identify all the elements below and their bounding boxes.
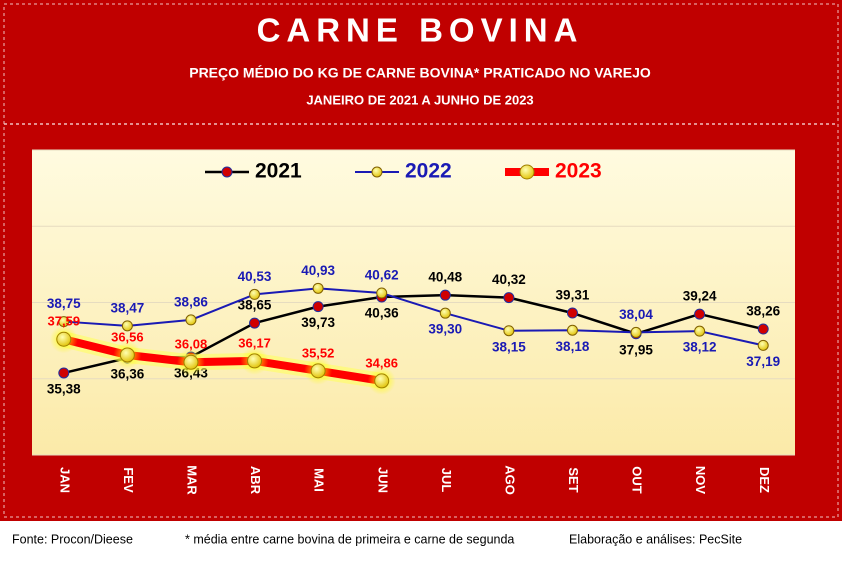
data-label: 36,17: [238, 335, 271, 350]
chart-title: CARNE BOVINA: [257, 12, 584, 49]
data-label: 38,26: [746, 304, 780, 319]
x-tick-label: AGO: [502, 465, 517, 495]
marker: [694, 325, 706, 337]
marker: [376, 287, 388, 299]
data-label: 38,12: [683, 340, 717, 355]
legend-marker: [371, 166, 383, 178]
marker: [119, 347, 135, 363]
data-label: 37,95: [619, 342, 653, 357]
marker: [503, 292, 515, 304]
marker: [56, 331, 72, 347]
data-label: 39,30: [428, 322, 462, 337]
marker: [439, 289, 451, 301]
x-tick-label: SET: [566, 467, 581, 492]
legend-label: 2023: [555, 160, 602, 183]
data-label: 36,56: [111, 329, 144, 344]
note: * média entre carne bovina de primeira e…: [185, 532, 514, 546]
legend-marker: [519, 164, 535, 180]
data-label: 40,93: [301, 263, 335, 278]
data-label: 38,18: [556, 339, 590, 354]
credit: Elaboração e análises: PecSite: [569, 532, 742, 546]
data-label: 38,75: [47, 296, 81, 311]
x-tick-label: NOV: [693, 466, 708, 495]
subtitle: PREÇO MÉDIO DO KG DE CARNE BOVINA* PRATI…: [189, 65, 651, 81]
marker: [58, 367, 70, 379]
x-tick-label: ABR: [248, 466, 263, 495]
marker: [183, 354, 199, 370]
marker: [630, 326, 642, 338]
marker: [694, 308, 706, 320]
data-label: 36,36: [110, 367, 144, 382]
x-tick-label: JAN: [57, 467, 72, 493]
data-label: 39,73: [301, 315, 335, 330]
marker: [249, 288, 261, 300]
marker: [121, 320, 133, 332]
series-line: [62, 287, 765, 347]
marker: [247, 353, 263, 369]
data-label: 37,59: [48, 314, 81, 329]
x-tick-label: JUN: [375, 467, 390, 493]
data-label: 36,08: [175, 337, 208, 352]
source: Fonte: Procon/Dieese: [12, 532, 133, 546]
data-label: 38,47: [110, 300, 144, 315]
x-tick-label: FEV: [121, 467, 136, 493]
marker: [503, 325, 515, 337]
marker: [312, 301, 324, 313]
marker: [566, 324, 578, 336]
x-tick-label: OUT: [630, 466, 645, 494]
marker: [185, 314, 197, 326]
data-label: 38,04: [619, 307, 653, 322]
marker: [566, 307, 578, 319]
period: JANEIRO DE 2021 A JUNHO DE 2023: [306, 92, 533, 107]
marker: [310, 363, 326, 379]
data-label: 39,31: [556, 288, 590, 303]
data-label: 37,19: [746, 354, 780, 369]
data-label: 39,24: [683, 289, 717, 304]
data-label: 40,62: [365, 268, 399, 283]
data-label: 35,52: [302, 345, 335, 360]
x-tick-label: MAI: [312, 468, 327, 492]
marker: [757, 323, 769, 335]
x-tick-label: MAR: [185, 465, 200, 495]
data-label: 40,53: [238, 269, 272, 284]
marker: [249, 317, 261, 329]
legend-marker: [221, 166, 233, 178]
data-label: 40,48: [428, 270, 462, 285]
data-label: 40,36: [365, 306, 399, 321]
legend-label: 2021: [255, 160, 302, 183]
x-tick-label: JUL: [439, 468, 454, 493]
data-label: 35,38: [47, 382, 81, 397]
legend-label: 2022: [405, 160, 452, 183]
inner-border: [3, 3, 839, 518]
marker: [374, 373, 390, 389]
data-label: 38,86: [174, 294, 208, 309]
data-label: 38,15: [492, 339, 526, 354]
data-label: 40,32: [492, 272, 526, 287]
data-label: 38,65: [238, 298, 272, 313]
data-label: 34,86: [365, 355, 398, 370]
x-tick-label: DEZ: [757, 467, 772, 493]
marker: [439, 307, 451, 319]
marker: [757, 339, 769, 351]
marker: [312, 282, 324, 294]
